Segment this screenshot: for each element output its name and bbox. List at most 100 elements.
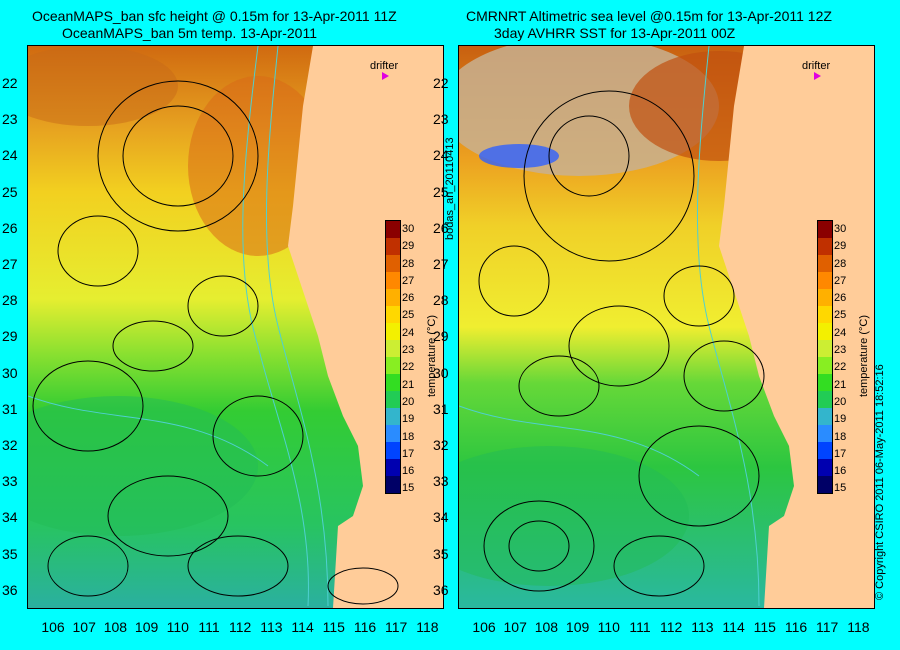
x-axis-label: 106 xyxy=(41,619,65,635)
colorbar-tick-label: 23 xyxy=(402,344,415,357)
y-axis-label: 30 xyxy=(433,364,449,381)
y-axis-label: 33 xyxy=(2,473,18,490)
colorbar-tick-label: 28 xyxy=(402,257,415,270)
y-axis-label: 22 xyxy=(2,75,18,91)
y-axis-label: 29 xyxy=(2,328,18,345)
y-axis-label: 30 xyxy=(2,364,18,381)
x-axis-label: 114 xyxy=(722,619,745,635)
right-drifter-marker xyxy=(814,72,821,80)
y-axis-label: 34 xyxy=(433,509,449,526)
x-axis-label: 118 xyxy=(847,619,870,635)
y-axis-label: 26 xyxy=(433,219,449,236)
colorbar-tick-label: 20 xyxy=(834,395,847,408)
y-axis-label: 31 xyxy=(433,400,449,417)
x-axis-label: 116 xyxy=(784,619,808,635)
y-axis-label: 36 xyxy=(2,581,18,598)
x-axis-label: 113 xyxy=(691,619,714,635)
x-axis-label: 108 xyxy=(534,619,559,635)
y-axis-label: 23 xyxy=(2,111,18,128)
y-axis-label: 28 xyxy=(2,292,18,309)
right-colorbar xyxy=(817,220,833,494)
y-axis-label: 35 xyxy=(433,545,449,562)
left-colorbar xyxy=(385,220,401,494)
colorbar-tick-label: 15 xyxy=(834,482,847,495)
bodas-stamp: bodas_an_20110413 xyxy=(444,137,456,240)
x-axis-label: 112 xyxy=(229,619,252,635)
right-drifter-label: drifter xyxy=(802,60,831,72)
x-axis-label: 106 xyxy=(472,619,496,635)
left-colorbar-label: temperature (°C) xyxy=(426,314,438,398)
y-axis-label: 32 xyxy=(2,437,18,453)
colorbar-tick-label: 21 xyxy=(834,378,847,391)
colorbar-tick-label: 17 xyxy=(834,447,847,460)
left-title-line2: OceanMAPS_ban 5m temp. 13-Apr-2011 xyxy=(62,25,317,41)
right-map-panel xyxy=(458,45,875,609)
left-title-line1: OceanMAPS_ban sfc height @ 0.15m for 13-… xyxy=(32,8,397,24)
x-axis-label: 115 xyxy=(322,619,345,635)
left-drifter-marker xyxy=(382,72,389,80)
y-axis-label: 25 xyxy=(433,183,449,200)
colorbar-tick-label: 27 xyxy=(834,274,847,287)
colorbar-tick-label: 24 xyxy=(402,326,415,339)
right-colorbar-label: temperature (°C) xyxy=(858,314,870,398)
y-axis-label: 26 xyxy=(2,219,18,236)
x-axis-label: 111 xyxy=(629,619,651,635)
y-axis-label: 31 xyxy=(2,400,18,417)
y-axis-label: 23 xyxy=(433,111,449,128)
colorbar-tick-label: 29 xyxy=(834,240,847,253)
copyright-stamp: © Copyright CSIRO 2011 06-May-2011 18:52… xyxy=(874,364,886,600)
x-axis-label: 107 xyxy=(72,619,96,635)
x-axis-label: 110 xyxy=(597,619,620,635)
colorbar-tick-label: 18 xyxy=(834,430,847,443)
y-axis-label: 24 xyxy=(433,147,449,164)
y-axis-label: 32 xyxy=(433,437,449,453)
y-axis-label: 22 xyxy=(433,75,449,91)
y-axis-label: 27 xyxy=(433,256,449,272)
colorbar-tick-label: 22 xyxy=(834,361,847,374)
x-axis-label: 115 xyxy=(753,619,776,635)
colorbar-tick-label: 23 xyxy=(834,344,847,357)
colorbar-tick-label: 19 xyxy=(402,413,415,426)
colorbar-tick-label: 17 xyxy=(402,447,415,460)
colorbar-tick-label: 30 xyxy=(402,223,415,235)
left-map-panel xyxy=(27,45,444,609)
colorbar-tick-label: 24 xyxy=(834,326,847,339)
right-colorbar-ticks: 30 29 28 27 26 25 24 23 22 21 20 19 18 17 16 15 xyxy=(834,221,846,498)
x-axis-label: 111 xyxy=(198,619,220,635)
right-title-line2: 3day AVHRR SST for 13-Apr-2011 00Z xyxy=(494,25,736,41)
x-axis-label: 114 xyxy=(291,619,314,635)
y-axis-label: 29 xyxy=(433,328,449,345)
y-axis-label: 24 xyxy=(2,147,18,164)
colorbar-tick-label: 16 xyxy=(402,465,415,478)
x-axis-label: 117 xyxy=(816,619,839,635)
colorbar-tick-label: 25 xyxy=(402,309,415,322)
y-axis-label: 36 xyxy=(433,581,449,598)
colorbar-tick-label: 30 xyxy=(834,223,847,235)
y-axis-label: 33 xyxy=(433,473,449,490)
colorbar-tick-label: 19 xyxy=(834,413,847,426)
x-axis-label: 113 xyxy=(260,619,283,635)
x-axis-label: 112 xyxy=(660,619,683,635)
x-axis-label: 109 xyxy=(565,619,590,635)
right-title-line1: CMRNRT Altimetric sea level @0.15m for 1… xyxy=(466,8,832,24)
x-axis-label: 109 xyxy=(134,619,159,635)
y-axis-label: 25 xyxy=(2,183,18,200)
x-axis-label: 107 xyxy=(503,619,527,635)
colorbar-tick-label: 21 xyxy=(402,378,415,391)
colorbar-tick-label: 15 xyxy=(402,482,415,495)
x-axis-label: 116 xyxy=(353,619,377,635)
y-axis-label: 35 xyxy=(2,545,18,562)
y-axis-label: 27 xyxy=(2,256,18,272)
colorbar-tick-label: 18 xyxy=(402,430,415,443)
colorbar-tick-label: 26 xyxy=(402,292,415,305)
colorbar-tick-label: 20 xyxy=(402,395,415,408)
x-axis-label: 110 xyxy=(166,619,189,635)
right-map xyxy=(459,46,874,608)
x-axis-label: 117 xyxy=(385,619,408,635)
x-axis-label: 108 xyxy=(103,619,128,635)
y-axis-label: 34 xyxy=(2,509,18,526)
colorbar-tick-label: 26 xyxy=(834,292,847,305)
left-drifter-label: drifter xyxy=(370,60,399,72)
left-map xyxy=(28,46,443,608)
x-axis-label: 118 xyxy=(416,619,439,635)
